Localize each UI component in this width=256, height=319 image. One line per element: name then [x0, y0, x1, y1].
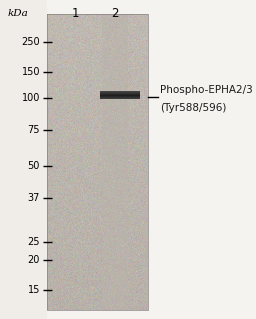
Bar	[0, 0, 47, 319]
Text: 1: 1	[71, 7, 79, 20]
Text: 2: 2	[111, 7, 119, 20]
Text: Phospho-EPHA2/3: Phospho-EPHA2/3	[160, 85, 253, 95]
Text: 100: 100	[22, 93, 40, 103]
Text: 150: 150	[22, 67, 40, 77]
Bar	[100, 91, 140, 99]
Text: kDa: kDa	[8, 9, 28, 18]
Text: 75: 75	[27, 125, 40, 135]
Text: (Tyr588/596): (Tyr588/596)	[160, 103, 226, 113]
Text: 250: 250	[21, 37, 40, 47]
Text: 20: 20	[28, 255, 40, 265]
Text: 25: 25	[27, 237, 40, 247]
Text: 37: 37	[28, 193, 40, 203]
Text: 15: 15	[28, 285, 40, 295]
Text: 50: 50	[28, 161, 40, 171]
